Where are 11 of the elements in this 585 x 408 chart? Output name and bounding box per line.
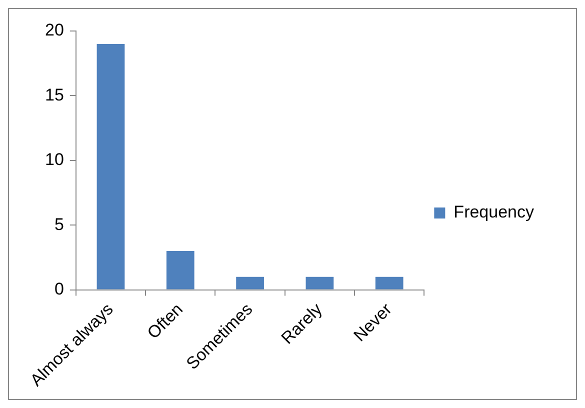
bar <box>166 250 194 290</box>
y-tick-label: 5 <box>54 214 64 234</box>
legend-label: Frequency <box>454 202 534 222</box>
bar <box>375 276 404 290</box>
y-tick-label: 15 <box>44 85 64 104</box>
y-tick-label: 20 <box>44 20 64 40</box>
y-tick-label: 0 <box>54 279 64 298</box>
bar <box>306 276 334 290</box>
bar <box>236 276 264 290</box>
bar <box>96 44 125 290</box>
y-tick-label: 10 <box>44 150 64 170</box>
